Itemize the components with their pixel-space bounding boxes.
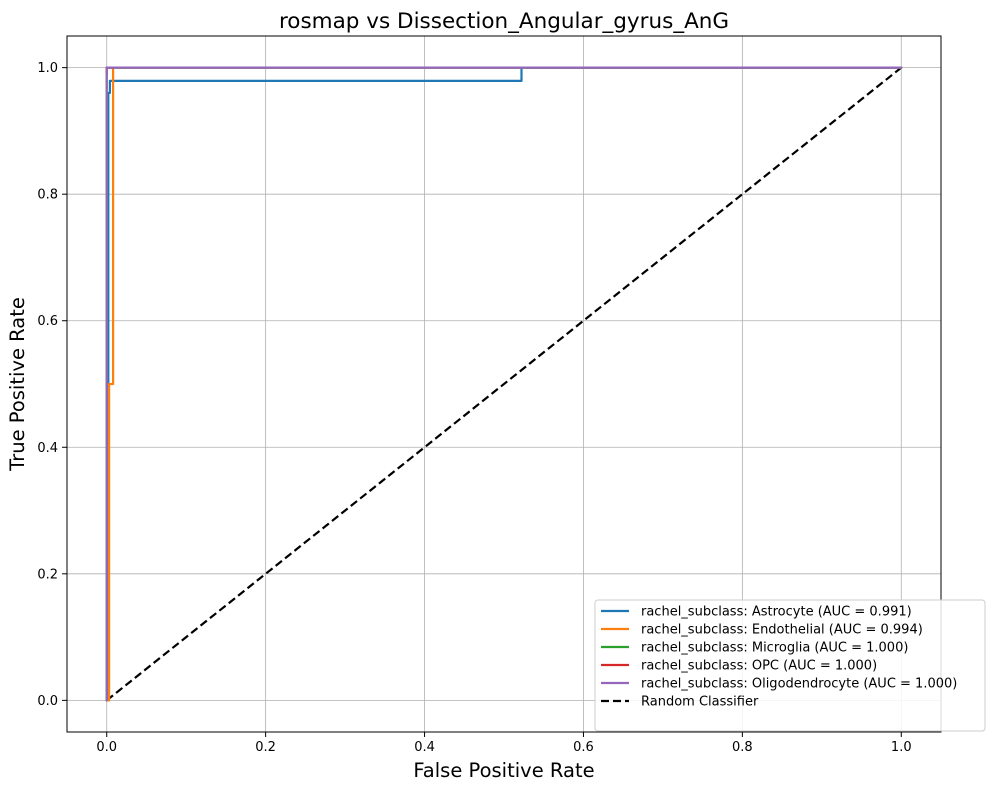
legend-label: Random Classifier xyxy=(641,695,759,710)
y-tick-label: 0.8 xyxy=(37,188,58,203)
ticks: 0.0 0.2 0.4 0.6 0.8 1.0 0.0 0.2 0.4 0.6 0.8 1.0 xyxy=(37,61,911,755)
series-line-5 xyxy=(106,66,902,702)
y-axis-title: True Positive Rate xyxy=(6,297,29,472)
legend-label: rachel_subclass: OPC (AUC = 1.000) xyxy=(641,659,877,674)
y-tick-label: 0.0 xyxy=(37,694,58,709)
x-axis-title: False Positive Rate xyxy=(413,759,594,782)
x-tick-label: 0.6 xyxy=(573,740,594,755)
y-tick-label: 0.2 xyxy=(37,567,58,582)
y-tick-label: 1.0 xyxy=(37,61,58,76)
legend-box xyxy=(594,599,986,732)
y-tick-label: 0.4 xyxy=(37,441,58,456)
legend-label: rachel_subclass: Oligodendrocyte (AUC = … xyxy=(641,677,957,692)
x-tick-label: 0.0 xyxy=(96,740,117,755)
legend: rachel_subclass: Astrocyte (AUC = 0.991)… xyxy=(594,599,986,732)
chart-title: rosmap vs Dissection_Angular_gyrus_AnG xyxy=(279,9,729,34)
legend-label: rachel_subclass: Endothelial (AUC = 0.99… xyxy=(641,623,923,638)
x-tick-label: 1.0 xyxy=(891,740,912,755)
legend-label: rachel_subclass: Microglia (AUC = 1.000) xyxy=(641,641,908,656)
y-tick-label: 0.6 xyxy=(37,314,58,329)
x-tick-label: 0.4 xyxy=(414,740,435,755)
series-layer xyxy=(105,66,903,702)
x-tick-label: 0.2 xyxy=(255,740,276,755)
plot-frame xyxy=(66,35,942,733)
series-line-4 xyxy=(105,66,903,702)
grid xyxy=(67,36,941,732)
legend-label: rachel_subclass: Astrocyte (AUC = 0.991) xyxy=(641,605,912,620)
x-tick-label: 0.8 xyxy=(732,740,753,755)
